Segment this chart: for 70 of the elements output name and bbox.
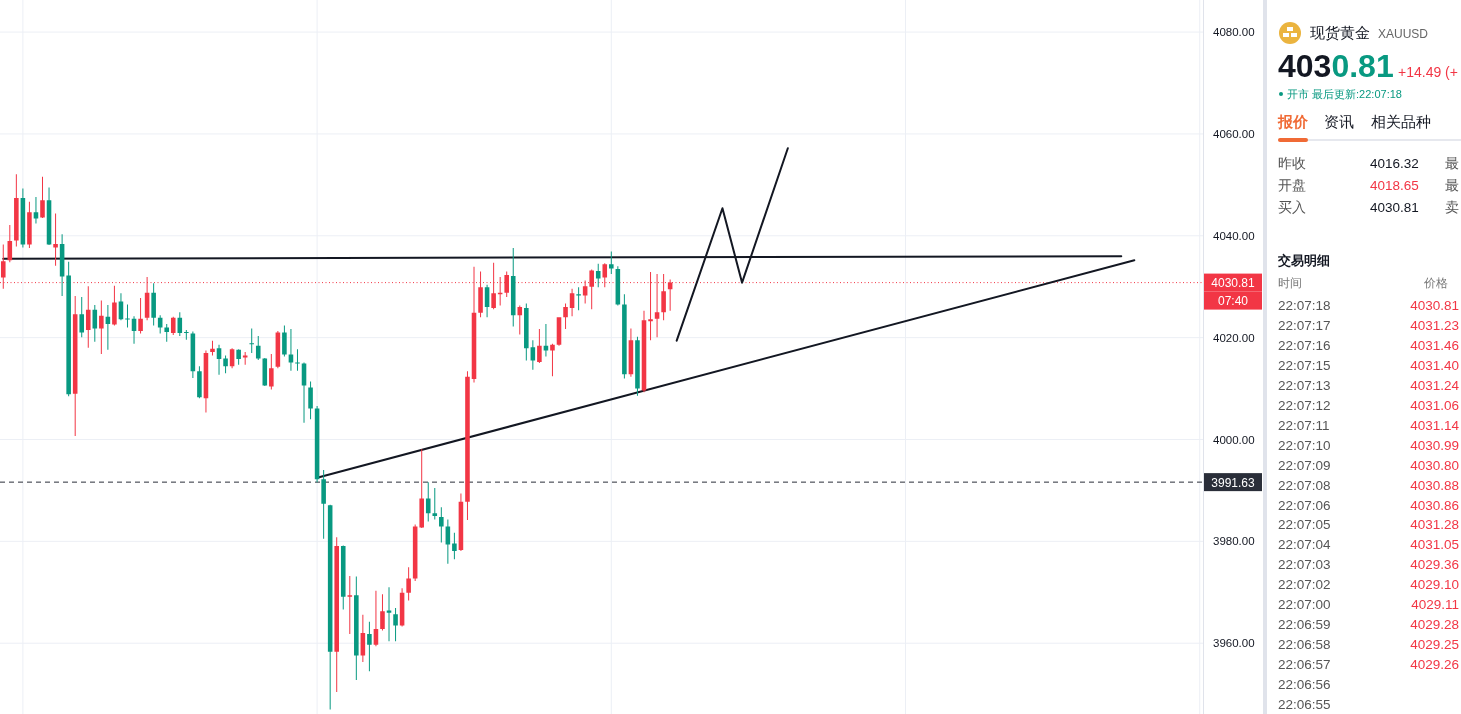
y-tick-label: 22:07:13 (1278, 377, 1331, 393)
cell: 4031.06 (1410, 397, 1459, 413)
y-tick-label: 4040.00 (1213, 229, 1255, 242)
y-tick-label: 4020.00 (1213, 331, 1255, 344)
y-tick-label: 22:06:58 (1278, 637, 1331, 653)
y-tick-label: 22:07:00 (1278, 597, 1331, 613)
y-tick-label: 22:07:04 (1278, 537, 1332, 553)
y-tick-label: 22:06:57 (1278, 657, 1331, 673)
y-tick-label: 22:06:56 (1278, 677, 1331, 693)
text: 相关品种 (1371, 113, 1431, 130)
cell: 4029.25 (1410, 637, 1459, 653)
chart-title: 交易明细 (1277, 253, 1330, 268)
y-tick-label: 22:07:06 (1278, 497, 1331, 513)
cell: 4030.81 (1410, 298, 1459, 313)
text: 卖 (1445, 200, 1459, 215)
y-tick-label: 4080.00 (1213, 26, 1255, 39)
y-tick-label: 22:07:12 (1278, 397, 1331, 413)
x-tick-label: 价格 (1423, 276, 1448, 290)
cell: 4029.11 (1411, 597, 1459, 613)
y-tick-label: 22:07:16 (1278, 337, 1331, 353)
y-tick-label: 22:07:08 (1278, 477, 1331, 493)
text: 买入 (1278, 200, 1306, 215)
y-tick-label: 22:07:10 (1278, 437, 1331, 453)
y-tick-label: 22:07:17 (1278, 317, 1331, 333)
text: 07:40 (1217, 293, 1249, 308)
cell: 4029.28 (1410, 617, 1459, 633)
text: 资讯 (1324, 113, 1354, 130)
text: 4018.65 (1370, 178, 1419, 193)
text: 4030.81 (1370, 200, 1419, 215)
y-tick-label: 22:06:55 (1278, 697, 1331, 712)
text: 开市 最后更新:22:07:18 (1287, 88, 1402, 100)
y-tick-label: 22:07:11 (1278, 417, 1330, 433)
cell: 4030.99 (1410, 437, 1459, 453)
text: +14.49 (+ (1398, 64, 1458, 80)
y-axis-title: 时间 (1278, 276, 1302, 290)
text: 开盘 (1278, 178, 1306, 193)
text: 4030.81 (1278, 48, 1394, 84)
cell: 4030.88 (1410, 477, 1459, 493)
cell: 4029.26 (1410, 657, 1459, 673)
cell: 4031.40 (1410, 357, 1459, 373)
cell: 4031.23 (1410, 317, 1459, 333)
cell: 4029.10 (1410, 577, 1459, 593)
y-tick-label: 22:07:02 (1278, 577, 1331, 593)
text: 现货黄金 (1310, 24, 1370, 41)
cell: 4031.46 (1410, 337, 1459, 353)
cell: 4031.24 (1410, 377, 1459, 393)
ref-line-label: 4030.81 (1211, 276, 1256, 291)
y-tick-label: 3960.00 (1213, 637, 1255, 650)
y-tick-label: 22:07:18 (1278, 298, 1331, 313)
y-tick-label: 4060.00 (1213, 127, 1255, 140)
cell: 4031.05 (1410, 537, 1459, 553)
ref-line-label: 3991.63 (1211, 475, 1256, 490)
y-tick-label: 22:07:15 (1278, 357, 1331, 373)
cell: 4030.80 (1410, 457, 1459, 473)
y-tick-label: 22:07:09 (1278, 457, 1331, 473)
text: 报价 (1277, 113, 1309, 130)
y-tick-label: 22:07:03 (1278, 557, 1331, 573)
text: 4016.32 (1370, 156, 1419, 171)
text: 昨收 (1278, 156, 1306, 171)
y-tick-label: 22:07:05 (1278, 517, 1331, 533)
text: 最 (1445, 156, 1459, 171)
text: 最 (1445, 178, 1459, 193)
cell: 4029.36 (1410, 557, 1459, 573)
y-tick-label: 4000.00 (1213, 433, 1255, 446)
cell: 4031.28 (1410, 517, 1459, 533)
cell: 4030.86 (1410, 497, 1459, 513)
y-tick-label: 3980.00 (1213, 535, 1255, 548)
cell: 4031.14 (1410, 417, 1459, 433)
text: XAUUSD (1378, 27, 1429, 41)
y-tick-label: 22:06:59 (1278, 617, 1331, 633)
